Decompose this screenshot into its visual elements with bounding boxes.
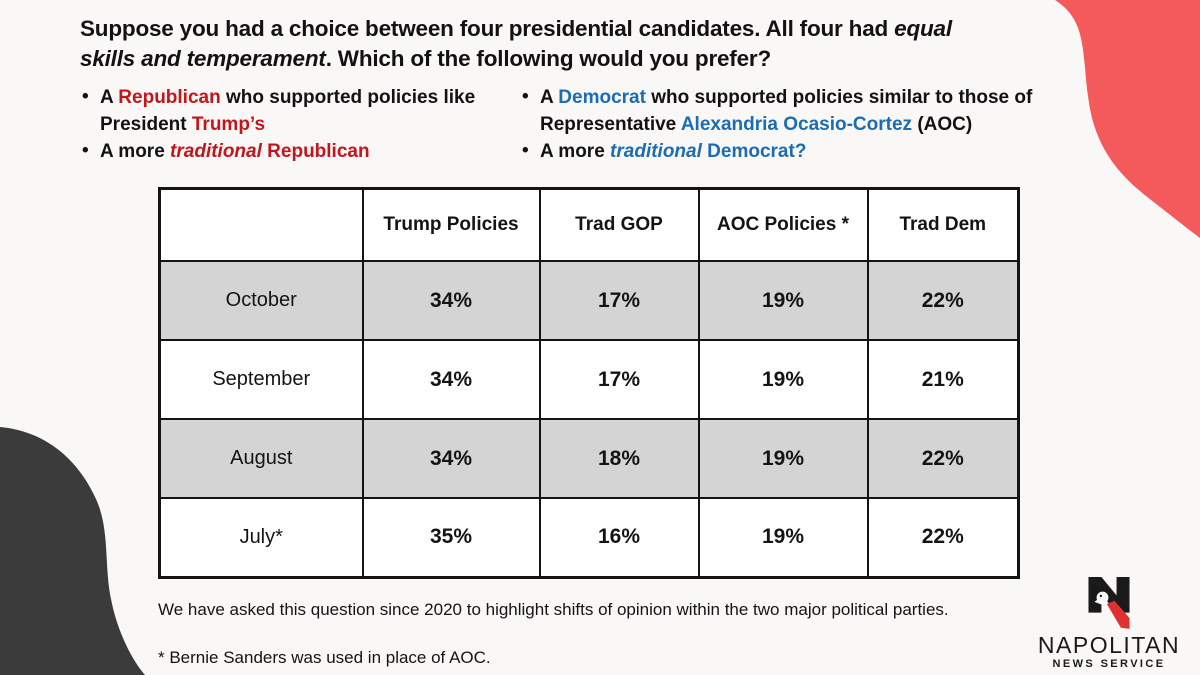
answer-options: A Republican who supported policies like… — [80, 83, 1100, 165]
republican-options-column: A Republican who supported policies like… — [80, 83, 520, 165]
cell-value: 21% — [866, 339, 1020, 420]
table-row-july: July* 35% 16% 19% 22% — [158, 497, 1020, 578]
row-label: September — [158, 339, 364, 420]
bullet-trump-policies: A Republican who supported policies like… — [80, 83, 520, 138]
question-title-line1: Suppose you had a choice between four pr… — [80, 16, 952, 41]
cell-value: 22% — [866, 497, 1020, 578]
survey-results-table: Trump Policies Trad GOP AOC Policies * T… — [158, 187, 1020, 579]
question-title-line2: skills and temperament. Which of the fol… — [80, 46, 772, 71]
footnote-context: We have asked this question since 2020 t… — [158, 600, 949, 619]
header-trad-gop: Trad GOP — [538, 187, 700, 262]
cell-value: 34% — [361, 260, 541, 341]
cell-value: 17% — [538, 260, 700, 341]
table-row-october: October 34% 17% 19% 22% — [158, 260, 1020, 341]
napolitan-logo: NAPOLITAN NEWS SERVICE — [1030, 576, 1188, 671]
coral-corner-shape — [1055, 0, 1200, 238]
cell-value: 22% — [866, 418, 1020, 499]
cell-value: 35% — [361, 497, 541, 578]
table-row-august: August 34% 18% 19% 22% — [158, 418, 1020, 499]
cell-value: 17% — [538, 339, 700, 420]
cell-value: 34% — [361, 418, 541, 499]
header-trump-policies: Trump Policies — [361, 187, 541, 262]
logo-wordmark: NAPOLITAN — [1037, 632, 1181, 658]
header-trad-dem: Trad Dem — [866, 187, 1020, 262]
header-blank-cell — [158, 187, 364, 262]
cell-value: 19% — [697, 497, 869, 578]
row-label: October — [158, 260, 364, 341]
cell-value: 19% — [697, 339, 869, 420]
charcoal-corner-shape — [0, 427, 145, 675]
bullet-traditional-republican: A more traditional Republican — [80, 137, 520, 165]
footnote-asterisk: * Bernie Sanders was used in place of AO… — [158, 648, 491, 667]
question-title: Suppose you had a choice between four pr… — [80, 14, 1090, 74]
table-header-row: Trump Policies Trad GOP AOC Policies * T… — [158, 187, 1020, 262]
bullet-traditional-democrat: A more traditional Democrat? — [520, 137, 1080, 165]
cell-value: 22% — [866, 260, 1020, 341]
logo-tagline: NEWS SERVICE — [1052, 658, 1166, 670]
bullet-aoc-policies: A Democrat who supported policies simila… — [520, 83, 1080, 138]
row-label: August — [158, 418, 364, 499]
democrat-options-column: A Democrat who supported policies simila… — [520, 83, 1080, 165]
cell-value: 34% — [361, 339, 541, 420]
header-aoc-policies: AOC Policies * — [697, 187, 869, 262]
row-label: July* — [158, 497, 364, 578]
napolitan-n-eagle-icon — [1088, 577, 1130, 629]
cell-value: 19% — [697, 418, 869, 499]
cell-value: 16% — [538, 497, 700, 578]
table-row-september: September 34% 17% 19% 21% — [158, 339, 1020, 420]
cell-value: 18% — [538, 418, 700, 499]
cell-value: 19% — [697, 260, 869, 341]
